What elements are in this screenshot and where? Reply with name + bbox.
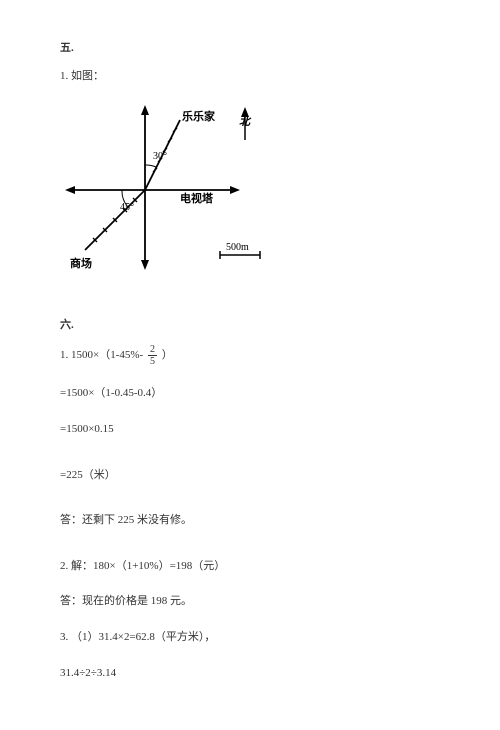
section-6-title: 六. — [60, 317, 440, 335]
direction-diagram: 乐乐家 北 30° 电视塔 45° 商场 500m — [60, 95, 440, 302]
label-scale: 500m — [226, 242, 249, 253]
q6-1-line4: =225（米） — [60, 467, 440, 485]
label-angle30: 30° — [153, 151, 167, 162]
q6-1-answer: 答：还剩下 225 米没有修。 — [60, 512, 440, 530]
q6-2-line1: 2. 解：180×（1+10%）=198（元） — [60, 558, 440, 576]
q6-1-line1-prefix: 1. 1500×（1-45%- — [60, 349, 143, 361]
label-north: 北 — [239, 115, 252, 128]
q6-1-fraction: 2 5 — [148, 344, 157, 367]
frac-num: 2 — [148, 344, 157, 356]
q6-1-line1-suffix: ） — [162, 349, 173, 361]
q6-1-line1: 1. 1500×（1-45%- 2 5 ） — [60, 344, 440, 367]
label-tower: 电视塔 — [180, 191, 214, 205]
frac-den: 5 — [148, 356, 157, 367]
q6-3-line1: 3. （1）31.4×2=62.8（平方米）， — [60, 629, 440, 647]
q6-3-line2: 31.4÷2÷3.14 — [60, 665, 440, 683]
section-5-title: 五. — [60, 40, 440, 58]
label-angle45: 45° — [120, 202, 134, 213]
q6-1-line2: =1500×（1-0.45-0.4） — [60, 385, 440, 403]
page-content: 五. 1. 如图： — [0, 0, 500, 730]
q5-1-prefix: 1. 如图： — [60, 68, 440, 86]
label-home: 乐乐家 — [182, 109, 216, 123]
label-mall: 商场 — [70, 256, 92, 270]
q6-1-line3: =1500×0.15 — [60, 421, 440, 439]
q6-2-answer: 答：现在的价格是 198 元。 — [60, 593, 440, 611]
